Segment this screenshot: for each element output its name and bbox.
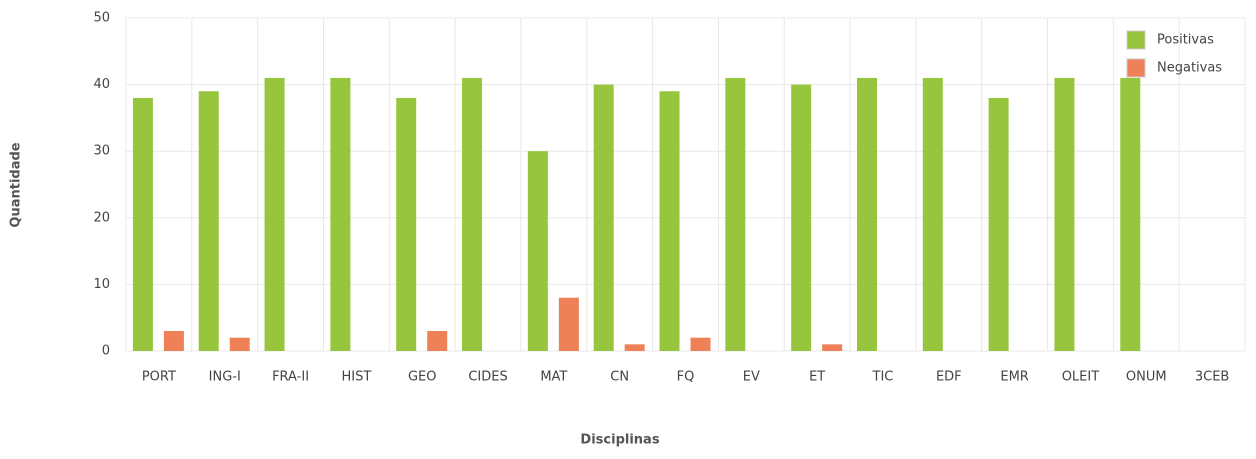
- x-tick-label: EDF: [936, 370, 962, 385]
- legend-label: Negativas: [1157, 61, 1222, 76]
- x-tick-label: ONUM: [1126, 370, 1167, 385]
- bar: [593, 84, 614, 351]
- y-tick-label: 10: [93, 277, 110, 292]
- x-axis-title: Disciplinas: [580, 433, 659, 448]
- x-tick-label: GEO: [408, 370, 437, 385]
- y-tick-label: 40: [93, 77, 110, 92]
- bar: [690, 337, 711, 351]
- y-tick-label: 0: [102, 344, 110, 359]
- bar: [163, 331, 184, 351]
- x-tick-label: FQ: [677, 370, 695, 385]
- bar: [229, 337, 250, 351]
- bar: [462, 77, 483, 351]
- bar: [659, 91, 680, 351]
- bar: [1120, 77, 1141, 351]
- x-tick-label: CN: [610, 370, 629, 385]
- bar: [558, 297, 579, 351]
- bar: [791, 84, 812, 351]
- x-tick-label: PORT: [142, 370, 176, 385]
- legend-swatch: [1126, 58, 1146, 78]
- bar: [427, 331, 448, 351]
- x-tick-label: OLEIT: [1062, 370, 1100, 385]
- x-tick-label: TIC: [872, 370, 894, 385]
- bar: [396, 97, 417, 351]
- bar: [198, 91, 219, 351]
- bar: [922, 77, 943, 351]
- bar: [725, 77, 746, 351]
- bar: [264, 77, 285, 351]
- x-tick-label: HIST: [341, 370, 371, 385]
- x-tick-label: ET: [809, 370, 825, 385]
- x-tick-label: CIDES: [468, 370, 507, 385]
- x-tick-label: EMR: [1000, 370, 1028, 385]
- bar: [527, 151, 548, 351]
- bar: [988, 97, 1009, 351]
- y-tick-label: 20: [93, 210, 110, 225]
- x-tick-label: ING-I: [209, 370, 241, 385]
- bar: [822, 344, 843, 351]
- bar: [856, 77, 877, 351]
- legend-swatch: [1126, 30, 1146, 50]
- y-axis-title: Quantidade: [9, 142, 24, 227]
- bar: [330, 77, 351, 351]
- y-tick-label: 50: [93, 11, 110, 26]
- bar: [132, 97, 153, 351]
- legend-label: Positivas: [1157, 33, 1214, 48]
- x-tick-label: FRA-II: [272, 370, 309, 385]
- bar: [624, 344, 645, 351]
- x-tick-label: EV: [743, 370, 760, 385]
- x-tick-label: MAT: [540, 370, 567, 385]
- y-tick-label: 30: [93, 144, 110, 159]
- bar: [1054, 77, 1075, 351]
- x-tick-label: 3CEB: [1195, 370, 1229, 385]
